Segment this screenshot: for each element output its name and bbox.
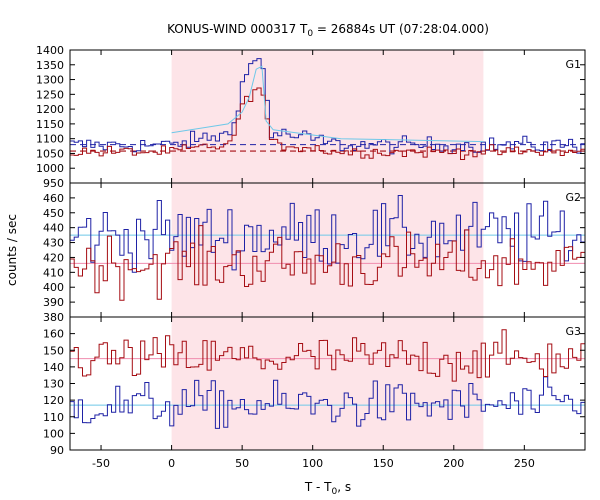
y-tick-label: 110 <box>43 411 64 424</box>
panel-label: G2 <box>565 191 581 204</box>
y-tick-label: 380 <box>43 311 64 324</box>
x-axis-label: T - T0, s <box>304 480 351 497</box>
y-axis-label: counts / sec <box>5 214 19 286</box>
y-tick-label: 150 <box>43 344 64 357</box>
y-tick-label: 1200 <box>36 103 64 116</box>
y-tick-label: 440 <box>43 222 64 235</box>
x-tick-labels: -50 0 50 100 150 200 250 <box>92 457 535 470</box>
x-tick-label: 200 <box>443 457 464 470</box>
y-tick-label: 1000 <box>36 162 64 175</box>
y-tick-label: 130 <box>43 378 64 391</box>
x-tick-label: 250 <box>514 457 535 470</box>
y-tick-label: 100 <box>43 427 64 440</box>
fit-line-blue <box>171 65 484 143</box>
x-axis-label-rest: , s <box>337 480 351 494</box>
x-tick-label: -50 <box>92 457 110 470</box>
y-tick-label: 160 <box>43 328 64 341</box>
x-axis-label-subscript: 0 <box>332 487 338 497</box>
x-tick-label: 150 <box>373 457 394 470</box>
plot-panels: 950100010501100115012001250130013501400G… <box>36 44 586 470</box>
y-tick-label: 90 <box>50 444 64 457</box>
chart-title: KONUS-WIND 000317 T0 = 26884s UT (07:28:… <box>167 22 489 39</box>
y-tick-label: 430 <box>43 237 64 250</box>
chart-title-rest: = 26884s UT (07:28:04.000) <box>313 22 489 36</box>
y-tick-label: 950 <box>43 177 64 190</box>
series-blue <box>70 376 585 429</box>
chart-title-subscript: 0 <box>307 29 313 39</box>
y-tick-label: 1050 <box>36 147 64 160</box>
series-red <box>70 225 585 301</box>
panel-g1-plot-area <box>70 58 585 160</box>
x-tick-label: 100 <box>302 457 323 470</box>
series-blue <box>70 58 585 155</box>
x-axis-label-main: T - T <box>304 480 332 494</box>
y-tick-label: 420 <box>43 251 64 264</box>
series-blue <box>70 195 585 273</box>
panel-label: G3 <box>565 325 581 338</box>
x-tick-label: 50 <box>235 457 249 470</box>
y-tick-label: 140 <box>43 361 64 374</box>
y-tick-label: 1350 <box>36 59 64 72</box>
x-tick-label: 0 <box>168 457 175 470</box>
y-tick-label: 120 <box>43 394 64 407</box>
y-tick-label: 1100 <box>36 133 64 146</box>
panel-g3-plot-area <box>70 329 585 429</box>
panel-g2-plot-area <box>70 195 585 301</box>
y-tick-label: 390 <box>43 296 64 309</box>
y-tick-label: 1300 <box>36 74 64 87</box>
y-tick-label: 1400 <box>36 44 64 57</box>
series-red <box>70 329 585 382</box>
y-tick-label: 410 <box>43 266 64 279</box>
panel-label: G1 <box>565 58 581 71</box>
y-tick-label: 450 <box>43 207 64 220</box>
series-red <box>70 87 585 160</box>
chart-title-main: KONUS-WIND 000317 T <box>167 22 308 36</box>
panel-g3: 90 100 110 120 130 140 150 160 G3 <box>43 316 586 457</box>
y-tick-label: 1250 <box>36 88 64 101</box>
y-tick-label: 460 <box>43 192 64 205</box>
y-tick-label: 400 <box>43 281 64 294</box>
y-tick-label: 1150 <box>36 118 64 131</box>
panel-g1: 950100010501100115012001250130013501400G… <box>36 44 586 190</box>
